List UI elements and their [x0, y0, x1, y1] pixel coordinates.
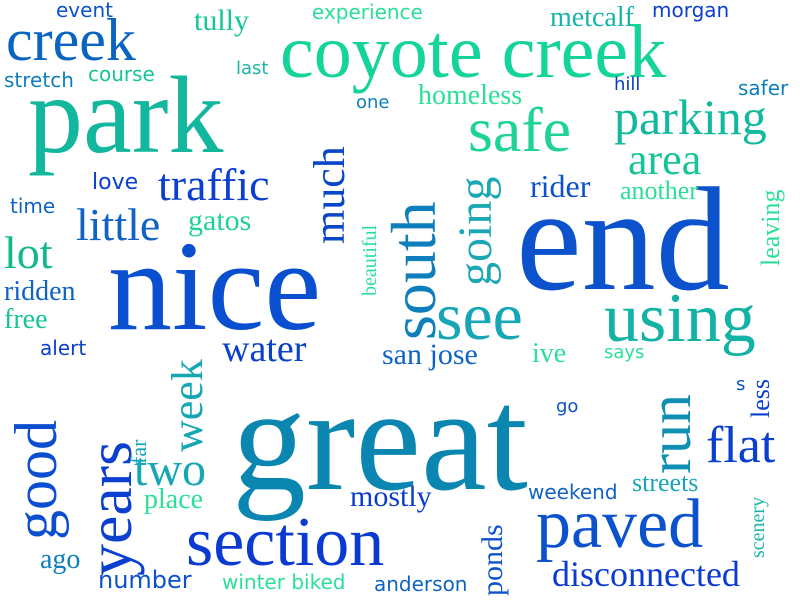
cloud-word: two — [134, 443, 206, 496]
cloud-word: flat — [706, 417, 776, 474]
cloud-word: another — [620, 176, 698, 205]
cloud-word: number — [98, 566, 192, 594]
cloud-word: experience — [312, 0, 423, 24]
cloud-word: going — [449, 176, 502, 286]
cloud-word: parking — [614, 89, 767, 145]
cloud-word: alert — [40, 336, 87, 360]
cloud-word: coyote creek — [280, 10, 667, 94]
cloud-word: ago — [40, 544, 81, 575]
cloud-word: little — [76, 199, 161, 250]
cloud-word: section — [186, 504, 385, 581]
cloud-word: stretch — [4, 68, 74, 92]
cloud-word: south — [378, 201, 449, 340]
cloud-word: lot — [4, 227, 53, 278]
cloud-word: paved — [536, 486, 704, 563]
cloud-word: homeless — [418, 80, 523, 111]
cloud-word: metcalf — [550, 2, 634, 33]
cloud-word: event — [56, 0, 113, 22]
cloud-word: using — [604, 280, 756, 357]
cloud-word: streets — [632, 468, 699, 497]
cloud-word: one — [356, 92, 390, 113]
cloud-word: beautiful — [359, 224, 381, 296]
cloud-word: last — [236, 58, 269, 79]
cloud-word: winter biked — [222, 570, 346, 594]
cloud-word: ridden — [4, 276, 76, 307]
cloud-word: water — [222, 328, 307, 370]
cloud-word: says — [604, 342, 645, 363]
cloud-word: tully — [194, 4, 250, 37]
cloud-word: great — [232, 358, 528, 522]
cloud-word: area — [628, 135, 702, 184]
cloud-word: run — [637, 394, 703, 474]
cloud-word: san jose — [382, 338, 478, 371]
cloud-word: less — [746, 379, 775, 418]
cloud-word: anderson — [374, 572, 468, 596]
cloud-word: hill — [614, 74, 641, 95]
cloud-word: weekend — [528, 480, 618, 504]
cloud-word: traffic — [158, 159, 270, 210]
cloud-word: place — [144, 484, 204, 515]
cloud-word: disconnected — [552, 554, 740, 594]
cloud-word: good — [3, 420, 69, 540]
cloud-word: much — [305, 146, 354, 244]
cloud-word: mostly — [350, 480, 432, 513]
cloud-word: nice — [108, 215, 322, 357]
cloud-word: s — [736, 374, 746, 395]
cloud-word: creek — [6, 7, 136, 73]
cloud-word: time — [10, 194, 56, 218]
cloud-word: go — [556, 396, 579, 417]
cloud-word: ponds — [476, 524, 509, 596]
cloud-word: leaving — [756, 189, 785, 266]
cloud-word: free — [4, 304, 48, 335]
cloud-word: rider — [530, 168, 591, 204]
cloud-word: safe — [468, 94, 572, 165]
cloud-word: morgan — [652, 0, 730, 22]
cloud-word: park — [28, 54, 224, 176]
cloud-word: course — [88, 62, 155, 86]
cloud-word: love — [92, 170, 139, 195]
cloud-word: end — [516, 158, 730, 322]
cloud-word: see — [436, 278, 523, 354]
cloud-word: safer — [738, 76, 789, 100]
cloud-word: ive — [532, 338, 567, 369]
cloud-word: scenery — [747, 496, 769, 558]
cloud-word: week — [163, 359, 212, 452]
cloud-word: gatos — [188, 204, 252, 237]
